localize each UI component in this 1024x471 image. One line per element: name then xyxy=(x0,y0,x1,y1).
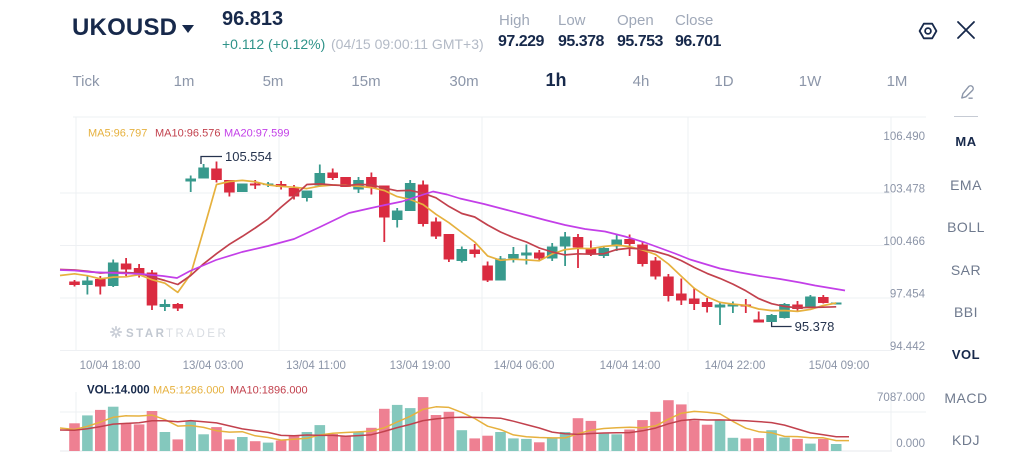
svg-text:7087.000: 7087.000 xyxy=(877,392,925,404)
svg-text:13/04 11:00: 13/04 11:00 xyxy=(286,360,346,372)
svg-text:MA10:96.576: MA10:96.576 xyxy=(155,128,220,140)
svg-text:95.378: 95.378 xyxy=(795,319,835,334)
svg-text:14/04 22:00: 14/04 22:00 xyxy=(705,360,766,372)
svg-text:100.466: 100.466 xyxy=(883,236,925,248)
svg-text:94.442: 94.442 xyxy=(890,341,925,353)
svg-text:10/04 18:00: 10/04 18:00 xyxy=(80,360,141,372)
svg-text:105.554: 105.554 xyxy=(225,149,272,164)
svg-text:MA10:1896.000: MA10:1896.000 xyxy=(230,385,308,397)
svg-text:MA5:1286.000: MA5:1286.000 xyxy=(153,385,225,397)
svg-text:14/04 14:00: 14/04 14:00 xyxy=(600,360,661,372)
svg-text:TRADER: TRADER xyxy=(166,328,228,340)
svg-text:13/04 19:00: 13/04 19:00 xyxy=(390,360,451,372)
svg-text:103.478: 103.478 xyxy=(883,184,925,196)
svg-text:VOL:14.000: VOL:14.000 xyxy=(87,385,150,397)
svg-text:MA5:96.797: MA5:96.797 xyxy=(88,128,147,140)
svg-text:MA20:97.599: MA20:97.599 xyxy=(224,128,289,140)
svg-text:0.000: 0.000 xyxy=(896,438,925,450)
svg-text:15/04 09:00: 15/04 09:00 xyxy=(809,360,870,372)
svg-text:97.454: 97.454 xyxy=(890,289,926,301)
svg-text:14/04 06:00: 14/04 06:00 xyxy=(494,360,555,372)
svg-text:106.490: 106.490 xyxy=(883,131,925,143)
svg-text:13/04 03:00: 13/04 03:00 xyxy=(183,360,244,372)
svg-text:STAR: STAR xyxy=(126,328,166,340)
